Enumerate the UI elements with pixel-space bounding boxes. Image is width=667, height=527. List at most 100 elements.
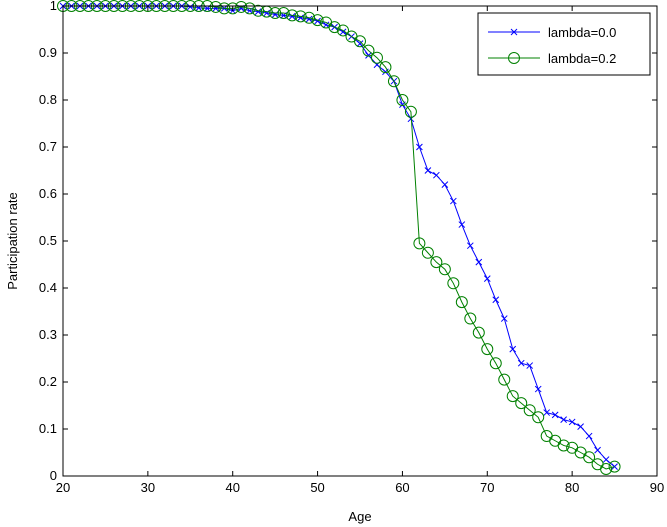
point-lambda-0-2-age-48 — [294, 10, 307, 23]
point-lambda-0-2-age-55 — [354, 35, 366, 48]
point-lambda-0-0-age-71 — [492, 296, 500, 304]
y-tick-label-0-7: 0.7 — [39, 139, 57, 154]
ticks-layer: 20 30 40 50 60 70 80 90 0 0.1 0.2 0.3 0.4 0.5 0.6 0.7 0.… — [39, 0, 664, 495]
point-lambda-0-0-age-76 — [534, 385, 542, 393]
point-lambda-0-0-age-72 — [500, 315, 508, 322]
point-lambda-0-0-age-62 — [416, 143, 423, 151]
point-lambda-0-2-age-73 — [506, 390, 519, 403]
legend-marker-lambda-0-0 — [510, 28, 518, 36]
point-lambda-0-0-age-75 — [526, 362, 534, 369]
point-lambda-0-0-age-73 — [509, 345, 517, 353]
point-lambda-0-2-age-64 — [430, 256, 443, 269]
point-lambda-0-2-age-43 — [252, 4, 265, 17]
point-lambda-0-0-age-78 — [551, 411, 559, 419]
point-lambda-0-0-age-83 — [594, 446, 601, 454]
legend-marker-symbol-1 — [508, 52, 520, 64]
x-axis-label: Age — [348, 509, 371, 524]
point-lambda-0-0-age-79 — [560, 416, 568, 423]
y-tick-label-0-5: 0.5 — [39, 233, 57, 248]
x-tick-label-50: 50 — [310, 480, 324, 495]
point-lambda-0-0-age-84 — [602, 456, 610, 463]
y-tick-label-0: 0 — [50, 468, 57, 483]
point-lambda-0-0-age-64 — [433, 171, 440, 179]
point-lambda-0-2-age-75 — [523, 404, 536, 417]
point-lambda-0-0-age-65 — [441, 181, 449, 188]
legend-label-lambda-0-0: lambda=0.0 — [548, 25, 616, 40]
point-lambda-0-2-age-63 — [421, 246, 434, 259]
point-lambda-0-2-age-56 — [362, 44, 375, 57]
point-lambda-0-0-age-63 — [424, 167, 432, 174]
point-lambda-0-0-age-70 — [483, 275, 491, 282]
point-lambda-0-0-age-77 — [543, 409, 551, 416]
point-lambda-0-2-age-58 — [379, 61, 392, 74]
legend-marker-symbol-0 — [510, 28, 518, 36]
point-lambda-0-2-age-68 — [464, 312, 477, 325]
y-tick-label-1: 1 — [50, 0, 57, 13]
point-lambda-0-2-age-46 — [277, 7, 290, 20]
point-lambda-0-2-age-69 — [472, 326, 485, 339]
point-lambda-0-0-age-80 — [568, 418, 576, 426]
y-tick-label-0-6: 0.6 — [39, 186, 57, 201]
x-tick-label-80: 80 — [565, 480, 579, 495]
x-tick-label-70: 70 — [480, 480, 494, 495]
point-lambda-0-0-age-66 — [449, 197, 457, 205]
point-lambda-0-2-age-66 — [447, 277, 460, 290]
series-layer — [57, 0, 621, 475]
point-lambda-0-2-age-52 — [328, 21, 341, 34]
point-lambda-0-2-age-41 — [235, 0, 248, 13]
legend-label-lambda-0-2: lambda=0.2 — [548, 51, 616, 66]
point-lambda-0-2-age-45 — [269, 7, 282, 20]
point-lambda-0-2-age-49 — [303, 11, 316, 24]
legend: lambda=0.0 lambda=0.2 — [477, 12, 651, 76]
point-lambda-0-2-age-70 — [481, 343, 494, 356]
y-axis-label: Participation rate — [5, 192, 20, 290]
plot-area-background — [63, 6, 657, 476]
point-lambda-0-0-age-74 — [517, 359, 525, 367]
point-lambda-0-0-age-56 — [365, 51, 372, 59]
point-lambda-0-0-age-68 — [466, 242, 474, 250]
point-lambda-0-0-age-67 — [458, 221, 466, 228]
legend-marker-lambda-0-2 — [508, 52, 520, 64]
point-lambda-0-2-age-85 — [608, 460, 621, 473]
point-lambda-0-2-age-38 — [209, 0, 222, 13]
point-lambda-0-2-age-82 — [583, 451, 596, 464]
point-lambda-0-2-age-40 — [226, 2, 239, 15]
point-lambda-0-2-age-42 — [243, 2, 256, 15]
x-tick-label-60: 60 — [395, 480, 409, 495]
x-tick-label-20: 20 — [56, 480, 70, 495]
x-tick-label-90: 90 — [650, 480, 664, 495]
point-lambda-0-2-age-59 — [387, 75, 400, 88]
y-tick-label-0-8: 0.8 — [39, 92, 57, 107]
y-tick-label-0-3: 0.3 — [39, 327, 57, 342]
legend-box — [477, 12, 651, 76]
point-lambda-0-0-age-55 — [356, 40, 364, 47]
y-tick-label-0-2: 0.2 — [39, 374, 57, 389]
point-lambda-0-0-age-35 — [186, 3, 194, 11]
x-tick-label-40: 40 — [225, 480, 239, 495]
point-lambda-0-2-age-74 — [515, 397, 528, 410]
point-lambda-0-2-age-67 — [455, 296, 468, 309]
point-lambda-0-0-age-69 — [475, 258, 483, 266]
point-lambda-0-2-age-61 — [404, 105, 417, 118]
point-lambda-0-2-age-60 — [396, 94, 409, 106]
point-lambda-0-0-age-81 — [577, 423, 584, 431]
point-lambda-0-2-age-72 — [498, 373, 511, 386]
point-lambda-0-2-age-76 — [532, 411, 545, 424]
point-lambda-0-0-age-51 — [322, 21, 330, 29]
point-lambda-0-2-age-62 — [413, 237, 426, 250]
point-lambda-0-2-age-50 — [311, 14, 324, 27]
point-lambda-0-2-age-71 — [489, 357, 502, 370]
y-tick-label-0-1: 0.1 — [39, 421, 57, 436]
y-tick-label-0-9: 0.9 — [39, 45, 57, 60]
x-tick-label-30: 30 — [141, 480, 155, 495]
y-tick-label-0-4: 0.4 — [39, 280, 57, 295]
point-lambda-0-2-age-39 — [218, 2, 231, 15]
point-lambda-0-2-age-47 — [286, 9, 299, 22]
point-lambda-0-2-age-53 — [337, 24, 350, 37]
point-lambda-0-2-age-84 — [600, 462, 613, 475]
point-lambda-0-2-age-57 — [370, 51, 383, 64]
point-lambda-0-2-age-65 — [438, 263, 451, 276]
point-lambda-0-2-age-79 — [557, 439, 570, 452]
